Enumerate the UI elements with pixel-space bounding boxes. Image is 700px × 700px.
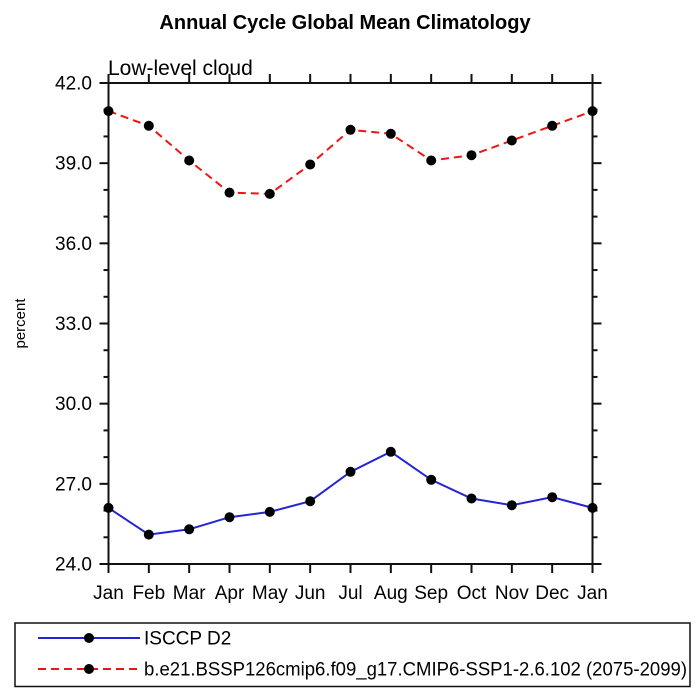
y-tick-label: 39.0: [55, 154, 92, 175]
data-point-marker: [143, 120, 154, 131]
legend-label-model: b.e21.BSSP126cmip6.f09_g17.CMIP6-SSP1-2.…: [144, 660, 687, 681]
data-point-marker: [345, 124, 356, 135]
data-point-marker: [385, 446, 396, 457]
x-tick-label: Jan: [577, 583, 608, 604]
data-point-marker: [426, 474, 437, 485]
data-point-marker: [506, 135, 517, 146]
data-point-marker: [466, 150, 477, 161]
data-point-marker: [587, 502, 598, 513]
data-point-marker: [506, 500, 517, 511]
data-point-marker: [264, 506, 275, 517]
x-tick-label: Jul: [338, 583, 362, 604]
legend-entry-model: b.e21.BSSP126cmip6.f09_g17.CMIP6-SSP1-2.…: [38, 660, 687, 681]
x-tick-label: Sep: [414, 583, 448, 604]
x-tick-label: Feb: [132, 583, 165, 604]
legend-box: [14, 622, 691, 688]
data-point-marker: [587, 106, 598, 117]
data-point-marker: [466, 493, 477, 504]
x-tick-label: Apr: [215, 583, 245, 604]
data-point-marker: [385, 128, 396, 139]
x-tick-label: Oct: [457, 583, 487, 604]
axes: 24.0 27.0 30.0 33.0 36.0 39.0 42.0 Jan Feb Mar Apr…: [55, 74, 608, 605]
chart-subtitle: Low-level cloud: [108, 57, 253, 80]
data-point-marker: [143, 529, 154, 540]
series-line-1: [108, 110, 593, 195]
data-point-marker: [547, 492, 558, 503]
y-tick-label: 30.0: [55, 394, 92, 415]
legend-marker-dot: [84, 633, 94, 643]
plot-frame: [107, 82, 594, 565]
legend-marker-dot: [84, 664, 94, 674]
data-point-marker: [426, 155, 437, 166]
x-tick-label: Jun: [295, 583, 326, 604]
y-tick-label: 24.0: [55, 555, 92, 576]
data-point-marker: [224, 512, 235, 523]
legend-label-isccp: ISCCP D2: [144, 629, 231, 650]
data-point-marker: [547, 120, 558, 131]
legend: ISCCP D2 b.e21.BSSP126cmip6.f09_g17.CMIP…: [14, 622, 691, 688]
x-tick-label: Nov: [495, 583, 529, 604]
data-point-marker: [103, 106, 114, 117]
y-tick-label: 33.0: [55, 314, 92, 335]
series-group: [103, 106, 598, 540]
x-tick-label: Dec: [535, 583, 569, 604]
y-tick-label: 27.0: [55, 474, 92, 495]
y-tick-label: 36.0: [55, 234, 92, 255]
x-tick-label: May: [252, 583, 288, 604]
data-point-marker: [264, 188, 275, 199]
chart-title: Annual Cycle Global Mean Climatology: [159, 12, 531, 34]
series-line-0: [107, 450, 593, 536]
data-point-marker: [184, 524, 195, 535]
data-point-marker: [184, 155, 195, 166]
x-tick-label: Aug: [374, 583, 408, 604]
y-tick-label: 42.0: [55, 74, 92, 95]
data-point-marker: [103, 502, 114, 513]
x-tick-label: Mar: [173, 583, 206, 604]
data-point-marker: [305, 496, 316, 507]
data-point-marker: [345, 466, 356, 477]
x-tick-label: Jan: [93, 583, 124, 604]
data-point-marker: [224, 187, 235, 198]
y-axis-label: percent: [12, 298, 29, 349]
data-point-marker: [305, 159, 316, 170]
legend-entry-isccp: ISCCP D2: [38, 629, 231, 650]
